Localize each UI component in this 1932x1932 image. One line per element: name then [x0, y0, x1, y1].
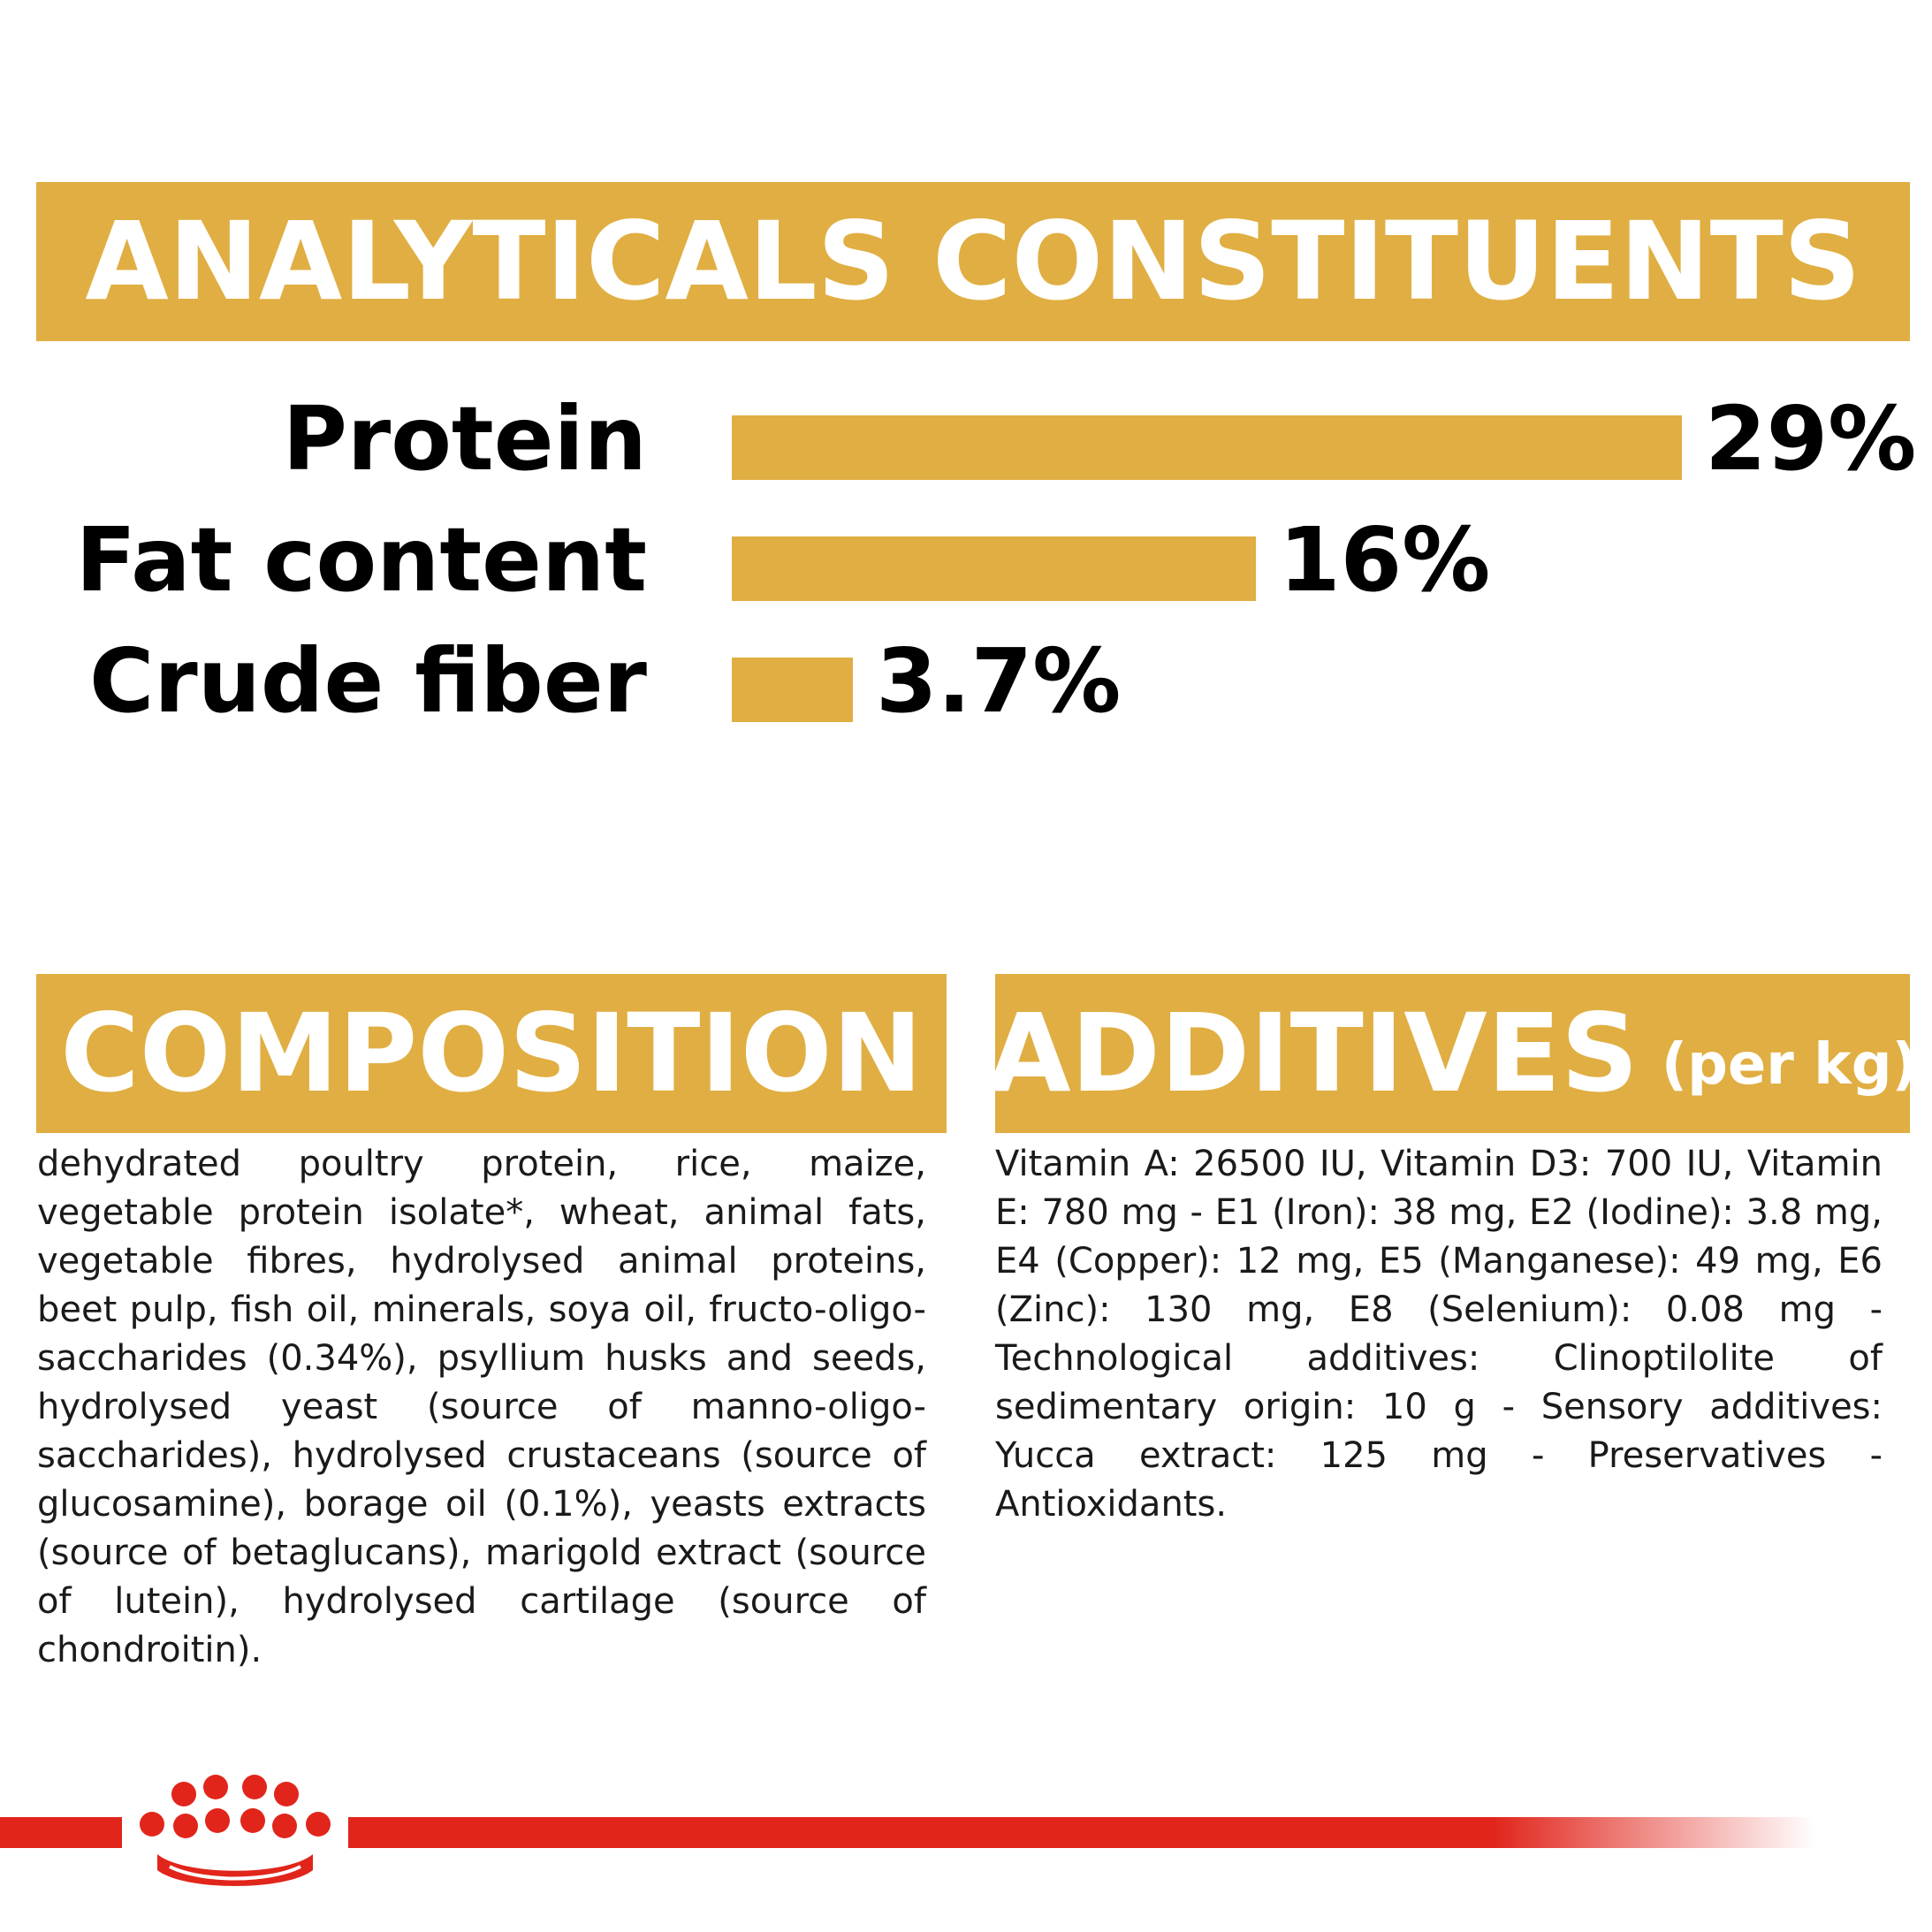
constituent-label: Protein — [282, 387, 647, 491]
composition-text: dehydrated poultry protein, rice, maize,… — [37, 1144, 926, 1670]
additives-title: ADDITIVES — [995, 991, 1639, 1116]
constituent-bar — [732, 415, 1682, 480]
composition-title: COMPOSITION — [60, 991, 923, 1116]
crown-icon — [140, 1775, 331, 1886]
constituent-value: 29% — [1705, 387, 1917, 491]
analytical-banner: ANALYTICALS CONSTITUENTS — [36, 182, 1910, 341]
additives-banner: ADDITIVES (per kg) — [995, 974, 1910, 1133]
constituent-label: Crude fiber — [89, 629, 647, 733]
additives-text: Vitamin A: 26500 IU, Vitamin D3: 700 IU,… — [995, 1144, 1883, 1525]
constituent-bar — [732, 536, 1256, 601]
composition-banner: COMPOSITION — [36, 974, 947, 1133]
analytical-title: ANALYTICALS CONSTITUENTS — [85, 199, 1861, 324]
footer-red-line-right — [348, 1817, 1815, 1848]
constituent-value: 3.7% — [876, 629, 1122, 733]
constituent-label: Fat content — [75, 508, 647, 612]
constituent-value: 16% — [1279, 508, 1491, 612]
footer-red-line-left — [0, 1817, 122, 1848]
constituent-bar — [732, 658, 853, 722]
additives-unit: (per kg) — [1661, 1032, 1910, 1098]
